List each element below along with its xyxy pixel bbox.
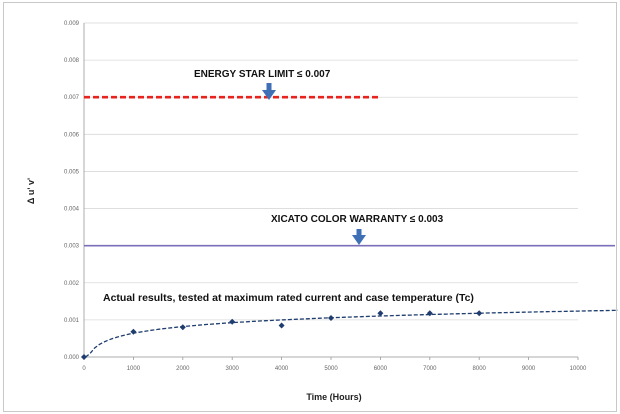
x-tick-label: 2000: [176, 366, 190, 372]
data-point: [130, 328, 137, 335]
data-point: [179, 324, 186, 331]
warranty-label: XICATO COLOR WARRANTY ≤ 0.003: [271, 214, 444, 225]
x-tick-label: 6000: [374, 366, 388, 372]
x-tick-label: 5000: [324, 366, 338, 372]
x-tick-label: 8000: [473, 366, 487, 372]
x-tick-label: 10000: [570, 366, 587, 372]
data-point: [377, 310, 384, 317]
grid-layer: [83, 22, 579, 360]
x-tick-label: 3000: [226, 366, 240, 372]
x-tick-label: 1000: [127, 366, 141, 372]
data-point: [476, 310, 483, 317]
trendline: [85, 309, 618, 358]
energy-star-label: ENERGY STAR LIMIT ≤ 0.007: [194, 69, 331, 80]
energy-star-arrow-icon: [262, 83, 276, 100]
y-tick-label: 0.007: [64, 95, 80, 101]
data-point-layer: [81, 310, 483, 360]
chart-frame: 0 1000 2000 3000 4000 5000 6000 7000 8000 9000 100…: [3, 2, 618, 412]
y-tick-label: 0.000: [64, 355, 80, 361]
x-tick-label: 4000: [275, 366, 289, 372]
x-tick-label: 9000: [522, 366, 536, 372]
y-tick-label: 0.009: [64, 21, 80, 27]
chart-svg: 0 1000 2000 3000 4000 5000 6000 7000 8000 9000 100…: [26, 21, 618, 402]
y-tick-label: 0.004: [64, 207, 80, 213]
data-point: [426, 310, 433, 317]
data-point: [81, 354, 87, 360]
x-tick-label: 7000: [423, 366, 437, 372]
data-point: [278, 322, 285, 329]
trendline-layer: [85, 309, 618, 358]
x-tick-layer: 0 1000 2000 3000 4000 5000 6000 7000 8000 9000 100…: [82, 366, 587, 372]
data-point: [229, 318, 236, 325]
x-tick-label: 0: [82, 366, 86, 372]
y-tick-label: 0.001: [64, 318, 80, 324]
y-tick-label: 0.002: [64, 281, 80, 287]
y-axis-title: Δ u' v': [26, 178, 36, 204]
data-point: [328, 315, 334, 322]
y-tick-label: 0.003: [64, 244, 80, 250]
y-tick-label: 0.006: [64, 132, 80, 138]
warranty-arrow-icon: [352, 229, 366, 245]
y-tick-label: 0.005: [64, 169, 80, 175]
x-axis-title: Time (Hours): [306, 392, 361, 402]
y-tick-layer: 0.000 0.001 0.002 0.003 0.004 0.005 0.006 0.007…: [64, 21, 80, 361]
reference-line-layer: [84, 95, 615, 247]
y-tick-label: 0.008: [64, 58, 80, 64]
results-annotation: Actual results, tested at maximum rated …: [103, 292, 474, 304]
